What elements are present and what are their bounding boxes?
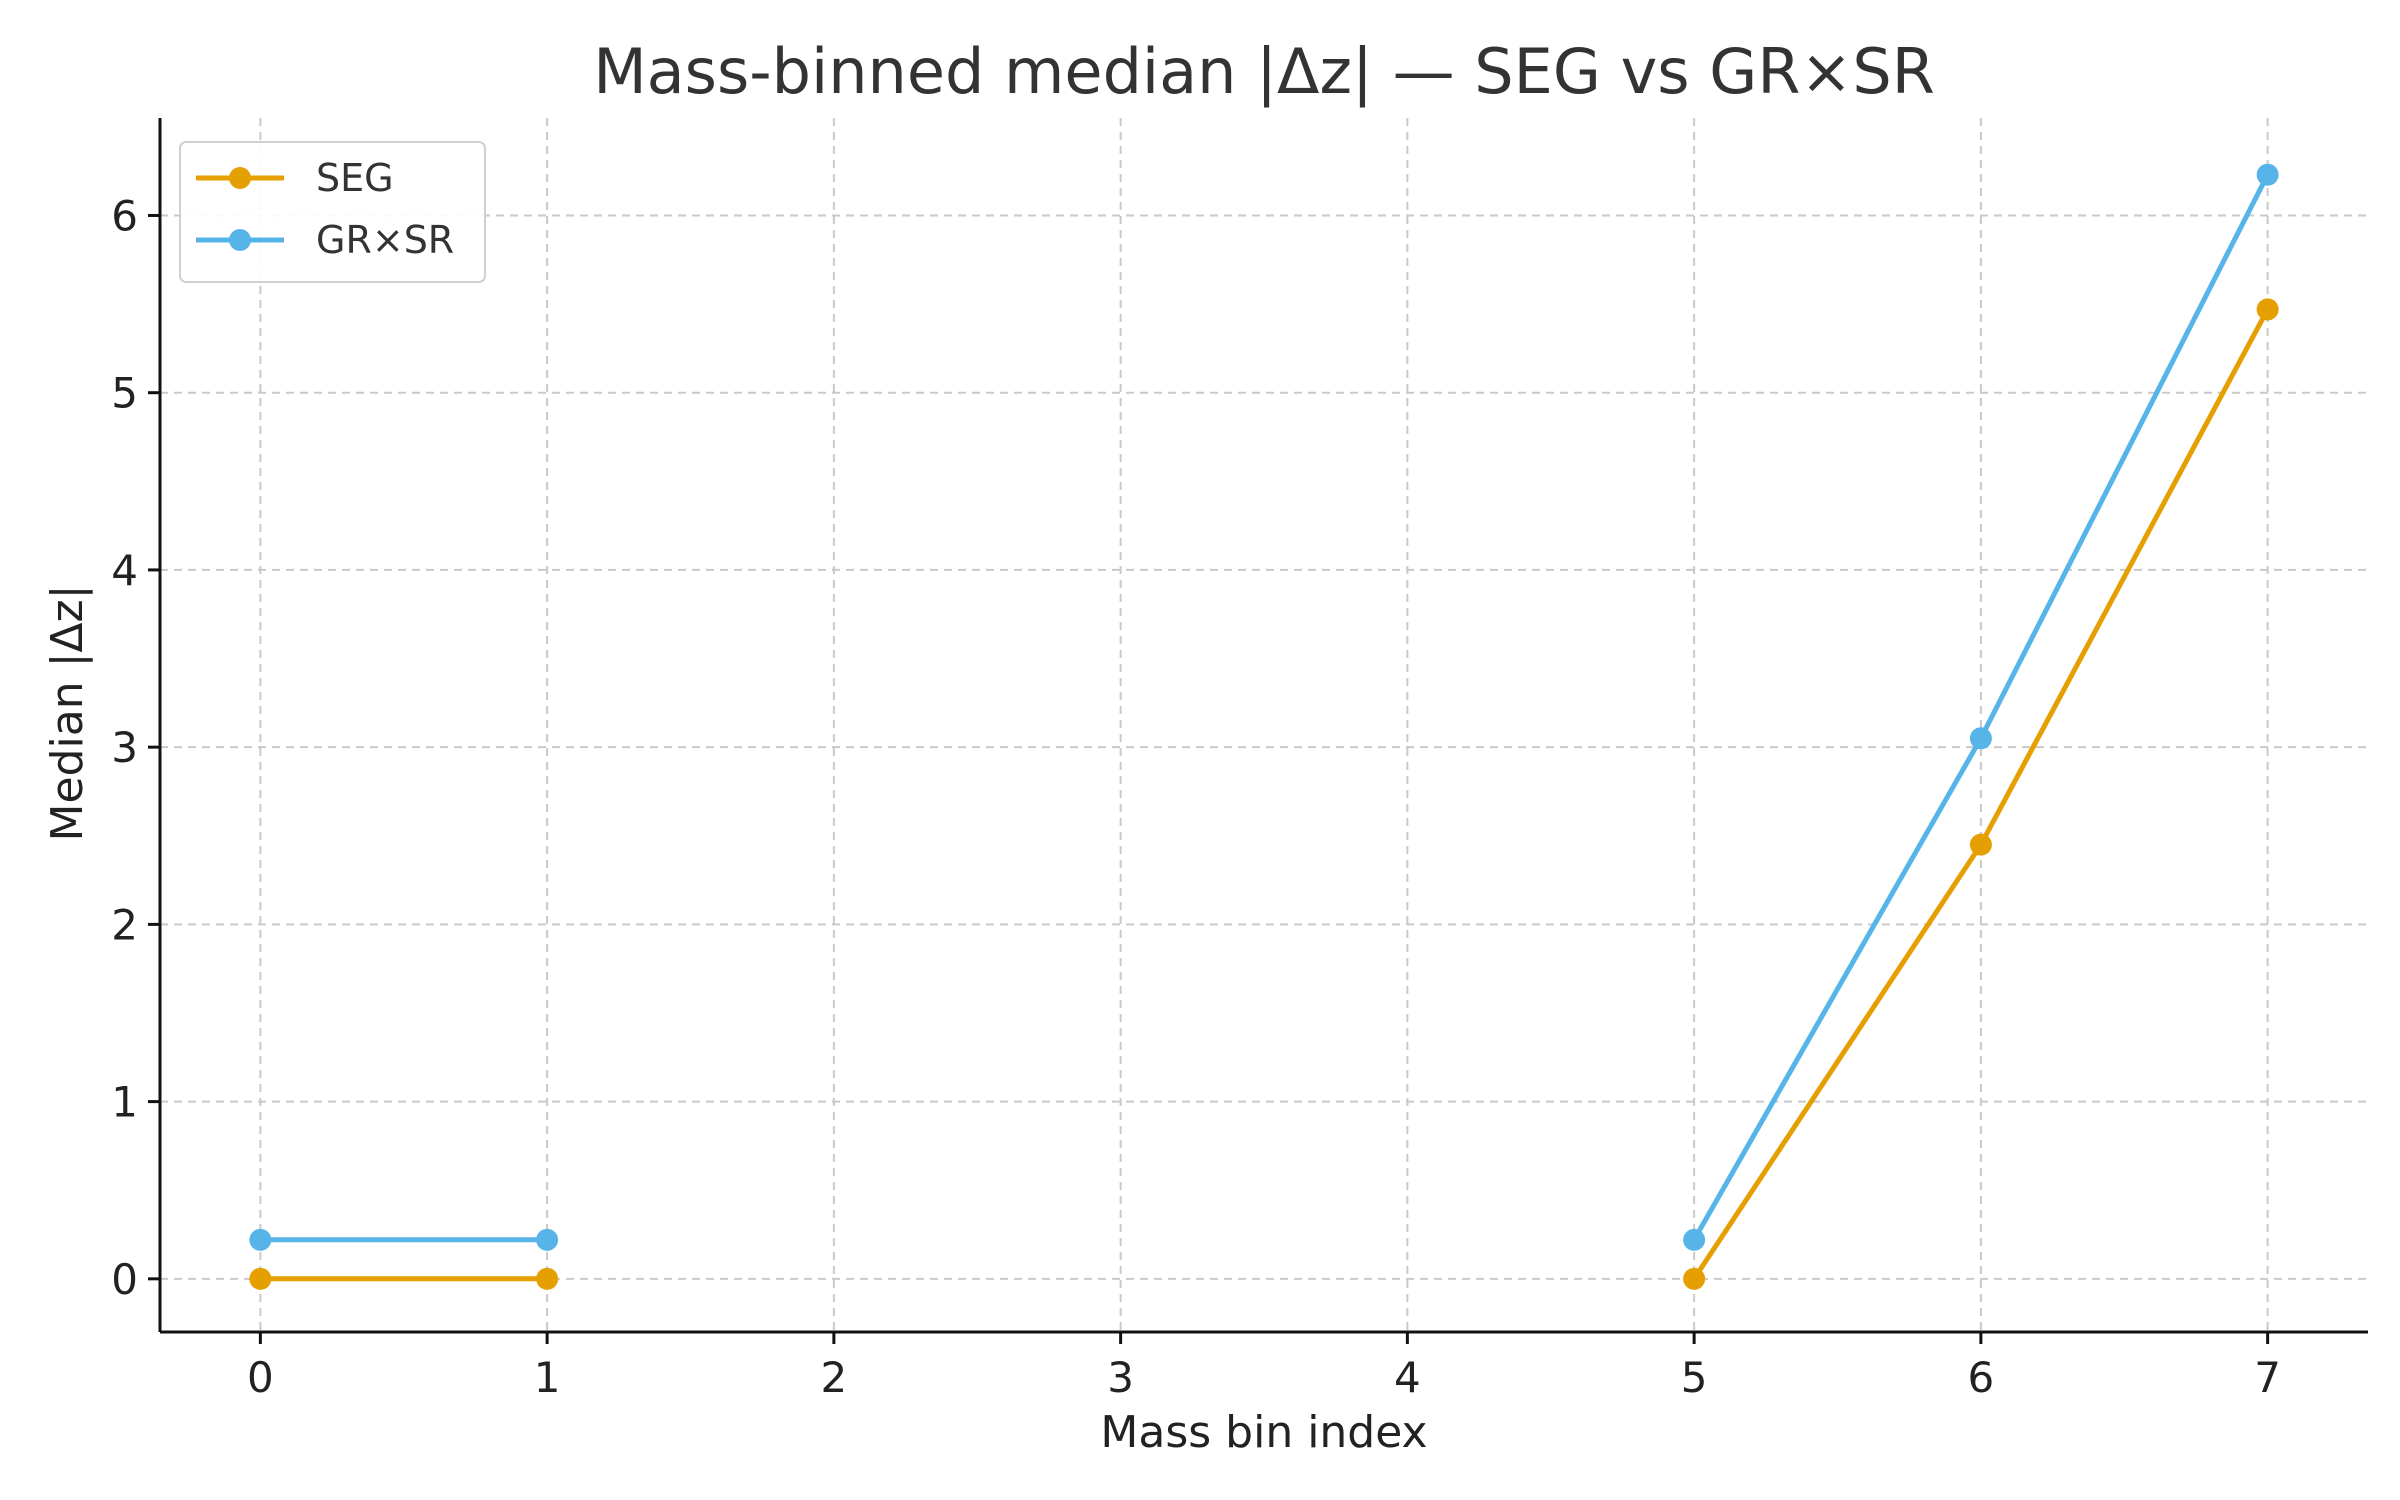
grid-lines (160, 118, 2368, 1332)
x-tick-label: 3 (1107, 1353, 1134, 1402)
legend-swatch-marker (229, 229, 251, 251)
x-tick-label: 1 (534, 1353, 561, 1402)
y-tick-label: 5 (111, 369, 138, 418)
x-tick-label: 2 (821, 1353, 848, 1402)
x-tick-label: 0 (247, 1353, 274, 1402)
legend-swatch-marker (229, 167, 251, 189)
legend-label: SEG (316, 156, 394, 200)
data-point-seg (2256, 298, 2279, 321)
series-gr-sr (249, 163, 2279, 1251)
x-tick-label: 7 (2254, 1353, 2281, 1402)
y-tick-label: 0 (111, 1255, 138, 1304)
data-point-gr-sr (249, 1228, 272, 1251)
legend-item: SEG (196, 156, 394, 200)
legend-label: GR×SR (316, 218, 454, 262)
axes (158, 118, 2368, 1334)
series-seg (249, 298, 2279, 1290)
data-point-seg (1683, 1267, 1706, 1290)
legend-item: GR×SR (196, 218, 454, 262)
x-tick-label: 4 (1394, 1353, 1421, 1402)
x-axis-label: Mass bin index (1100, 1407, 1427, 1458)
tick-marks: 0 1 2 3 4 5 6 7 0 1 2 3 4 5 6 (111, 191, 2281, 1402)
data-point-gr-sr (2256, 163, 2279, 186)
legend: SEG GR×SR (179, 141, 486, 283)
series-layer (249, 163, 2279, 1290)
x-tick-label: 6 (1968, 1353, 1995, 1402)
y-tick-label: 3 (111, 723, 138, 772)
data-point-gr-sr (1683, 1228, 1706, 1251)
y-tick-label: 4 (111, 546, 138, 595)
data-point-seg (1969, 833, 1992, 856)
y-tick-label: 2 (111, 900, 138, 949)
data-point-seg (249, 1267, 272, 1290)
data-point-gr-sr (1969, 727, 1992, 750)
chart-title: Mass-binned median |Δz| — SEG vs GR×SR (593, 35, 1935, 109)
data-point-gr-sr (536, 1228, 559, 1251)
x-tick-label: 5 (1681, 1353, 1708, 1402)
y-tick-label: 1 (111, 1078, 138, 1127)
y-tick-label: 6 (111, 191, 138, 240)
y-axis-label: Median |Δz| (42, 585, 93, 842)
data-point-seg (536, 1267, 559, 1290)
